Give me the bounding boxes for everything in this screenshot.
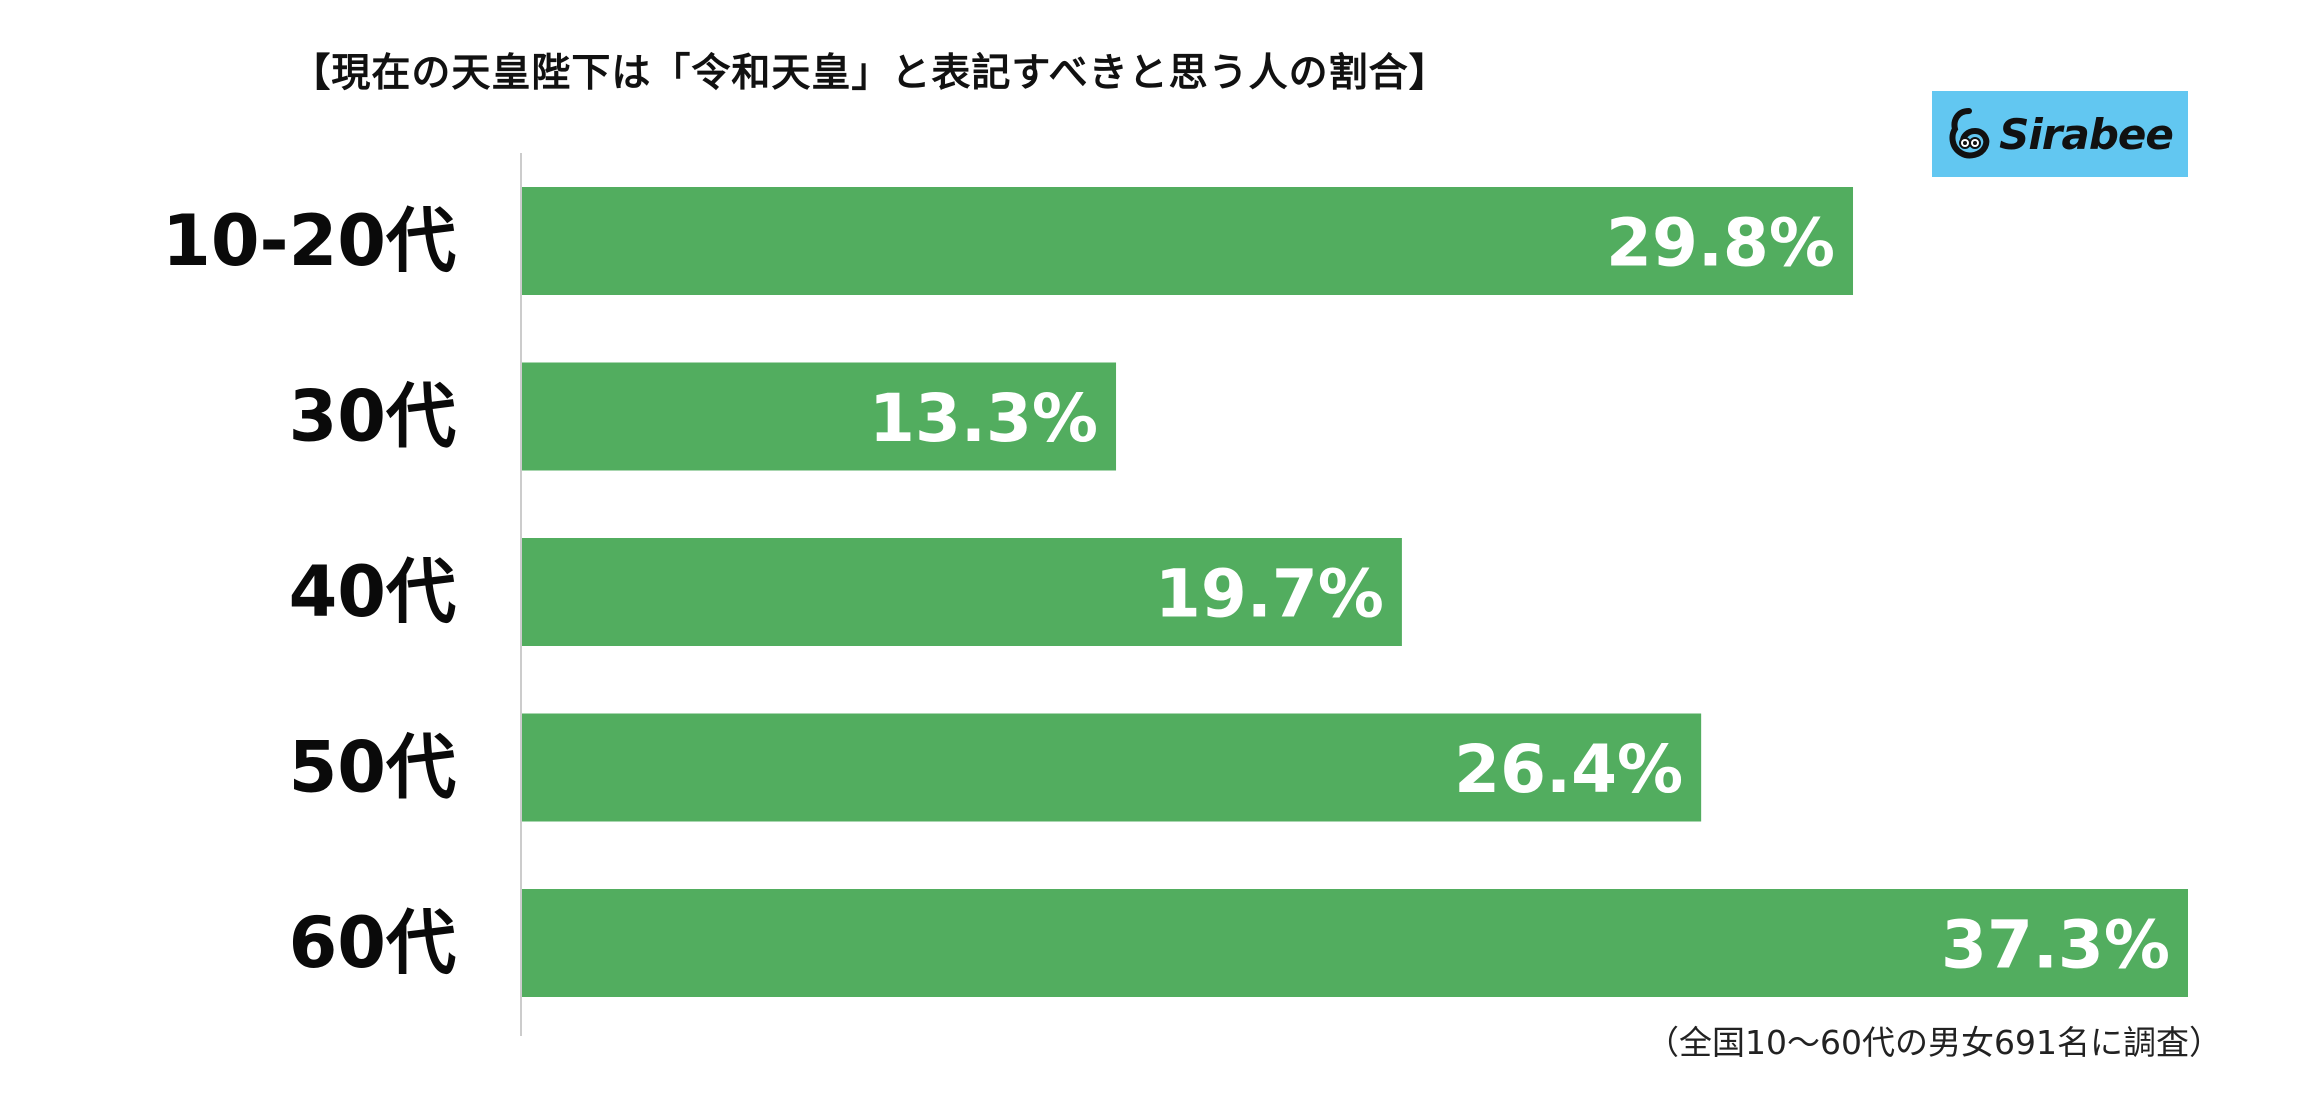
footnote: （全国10〜60代の男女691名に調査） <box>1646 1023 2222 1062</box>
value-label: 26.4% <box>1454 731 1683 808</box>
chart-title: 【現在の天皇陛下は「令和天皇」と表記すべきと思う人の割合】 <box>291 51 1449 96</box>
category-label: 60代 <box>289 902 456 984</box>
value-label: 37.3% <box>1941 907 2170 984</box>
category-label: 10-20代 <box>162 200 456 282</box>
bar <box>522 362 1117 471</box>
bars-layer: 10-20代 29.8% 30代 13.3% 40代 19.7% 50代 26.4% 60代 37… <box>162 187 2188 997</box>
bar <box>522 187 1854 295</box>
category-label: 30代 <box>289 376 456 458</box>
bar <box>522 538 1402 646</box>
value-label: 13.3% <box>869 380 1098 457</box>
category-label: 50代 <box>289 727 456 809</box>
category-label: 40代 <box>289 551 456 633</box>
sirabee-mascot-icon <box>1949 108 1990 159</box>
bar <box>522 889 2188 997</box>
bar <box>522 713 1702 822</box>
value-label: 29.8% <box>1606 205 1835 282</box>
sirabee-logo: Sirabee <box>1932 91 2188 177</box>
value-label: 19.7% <box>1155 556 1384 633</box>
logo-text: Sirabee <box>1999 109 2174 159</box>
